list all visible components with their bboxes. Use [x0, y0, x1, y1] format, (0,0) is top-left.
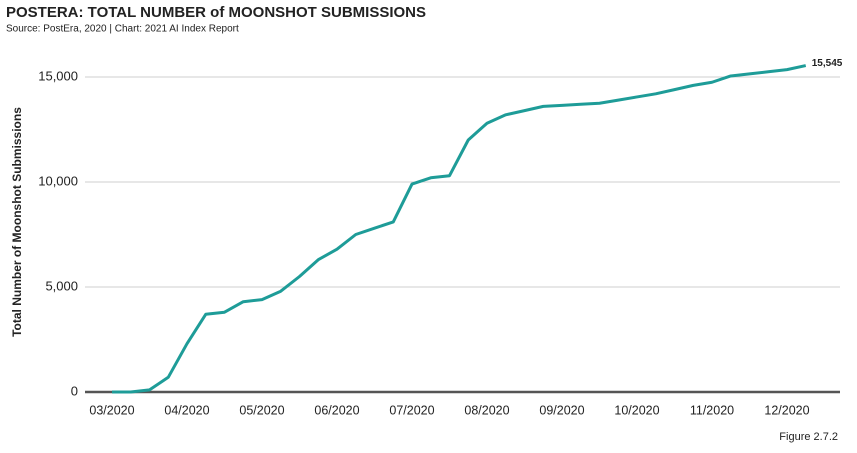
y-tick-label: 5,000 [45, 278, 78, 293]
y-tick-label: 10,000 [38, 173, 78, 188]
x-tick-label: 07/2020 [389, 403, 434, 417]
chart-subtitle: Source: PostEra, 2020 | Chart: 2021 AI I… [6, 24, 239, 35]
chart-title: POSTERA: TOTAL NUMBER of MOONSHOT SUBMIS… [6, 4, 426, 21]
x-tick-label: 08/2020 [464, 403, 509, 417]
x-tick-label: 06/2020 [314, 403, 359, 417]
x-tick-label: 04/2020 [164, 403, 209, 417]
y-axis-label: Total Number of Moonshot Submissions [10, 107, 24, 337]
x-tick-label: 10/2020 [614, 403, 659, 417]
x-tick-label: 05/2020 [239, 403, 284, 417]
y-tick-label: 0 [71, 383, 78, 398]
figure-label: Figure 2.7.2 [779, 431, 838, 443]
y-tick-label: 15,000 [38, 68, 78, 83]
x-tick-label: 09/2020 [539, 403, 584, 417]
x-tick-label: 12/2020 [764, 403, 809, 417]
x-tick-label: 03/2020 [89, 403, 134, 417]
x-tick-label: 11/2020 [690, 403, 734, 417]
value-label: 15,545 [812, 58, 843, 69]
line [112, 64, 807, 394]
